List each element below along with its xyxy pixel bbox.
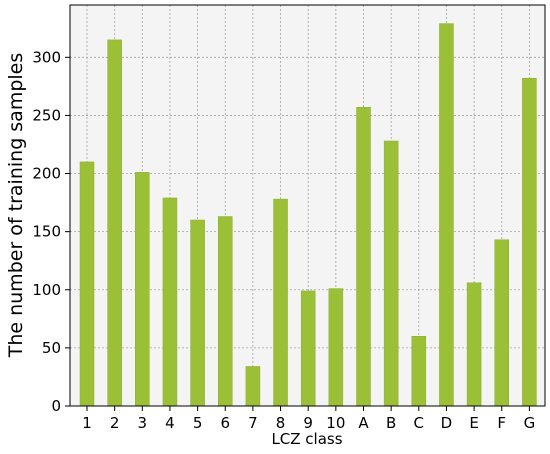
x-tick-label: A [358, 414, 369, 432]
bar-6 [218, 216, 233, 407]
x-axis: 1 2 3 4 5 6 7 8 9 10 A B C D E F G [82, 406, 535, 432]
x-tick-label: D [441, 414, 453, 432]
bar-C [411, 336, 427, 407]
bar-9 [300, 290, 316, 407]
x-tick-label: B [386, 414, 396, 432]
y-tick-label: 250 [32, 106, 61, 124]
x-tick-label: G [524, 414, 536, 432]
bar-4 [162, 197, 178, 407]
x-tick-label: 9 [303, 414, 313, 432]
bar-2 [107, 39, 122, 407]
bar-1 [79, 161, 95, 407]
x-tick-label: 8 [276, 414, 286, 432]
bar-5 [190, 219, 205, 407]
bar-G [522, 77, 537, 407]
x-axis-title: LCZ class [271, 430, 342, 448]
y-tick-label: 100 [32, 281, 61, 299]
y-tick-label: 300 [32, 48, 61, 66]
bar-E [466, 282, 482, 407]
x-tick-label: 2 [110, 414, 120, 432]
x-tick-label: 6 [220, 414, 230, 432]
bar-3 [135, 172, 150, 407]
y-axis-title: The number of training samples [5, 53, 27, 359]
y-tick-label: 50 [42, 339, 61, 357]
y-axis: 0 50 100 150 200 250 300 [32, 48, 70, 415]
bar-7 [245, 366, 261, 407]
x-tick-label: F [497, 414, 506, 432]
x-tick-label: C [414, 414, 424, 432]
x-tick-label: 10 [326, 414, 345, 432]
x-tick-label: 3 [138, 414, 148, 432]
bar-B [383, 140, 399, 407]
y-tick-label: 150 [32, 223, 61, 241]
y-tick-label: 0 [51, 397, 61, 415]
x-tick-label: 7 [248, 414, 258, 432]
bar-10 [328, 288, 344, 407]
bar-F [494, 239, 509, 407]
bar-8 [273, 198, 288, 407]
x-tick-label: E [469, 414, 478, 432]
x-tick-label: 4 [165, 414, 175, 432]
plot-frame [69, 4, 546, 407]
bar-A [356, 107, 371, 407]
x-tick-label: 1 [82, 414, 92, 432]
x-tick-label: 5 [193, 414, 203, 432]
bar-D [439, 23, 454, 407]
y-tick-label: 200 [32, 165, 61, 183]
